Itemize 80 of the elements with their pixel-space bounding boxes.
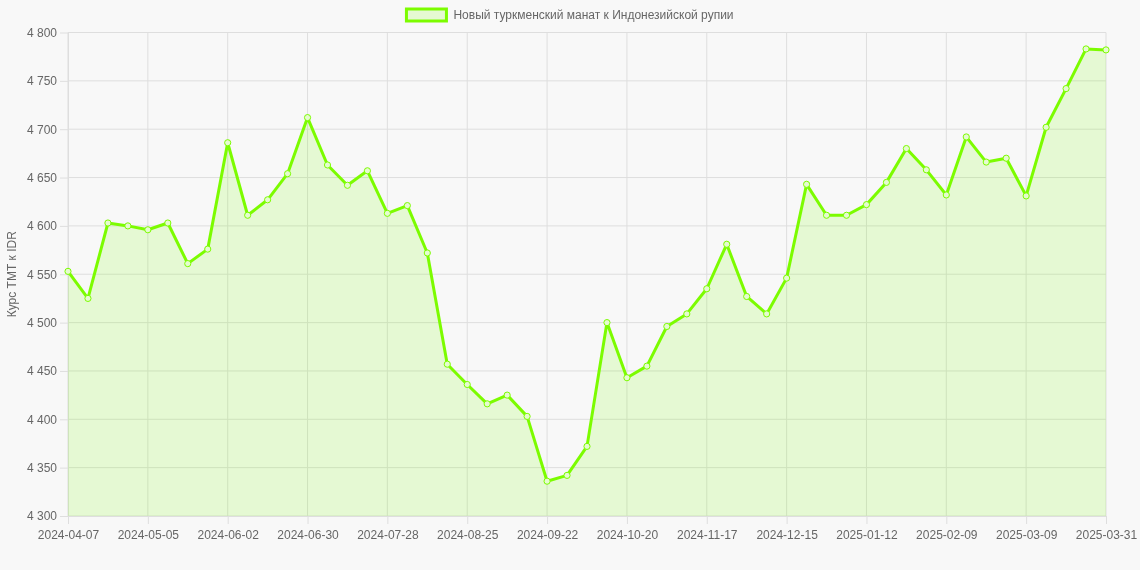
point <box>902 144 910 153</box>
x-tick-label: 2024-07-28 <box>357 527 419 542</box>
point <box>443 360 451 368</box>
point <box>503 391 511 399</box>
point <box>643 362 651 370</box>
point <box>1042 123 1050 131</box>
x-tick-label: 2024-09-22 <box>516 527 579 542</box>
point <box>463 380 471 389</box>
legend-label: Новый туркменский манат к Индонезийской рупии <box>453 8 734 23</box>
point <box>922 166 930 174</box>
point <box>802 180 811 188</box>
point <box>124 222 132 230</box>
point <box>842 211 851 219</box>
point <box>323 161 332 169</box>
point <box>583 442 591 450</box>
point <box>1082 45 1090 53</box>
point <box>164 219 172 227</box>
point <box>264 196 272 204</box>
point <box>1022 192 1030 200</box>
point <box>623 374 631 382</box>
point <box>1002 154 1010 162</box>
point <box>763 310 771 318</box>
x-tick-label: 2025-02-09 <box>916 527 978 542</box>
point <box>184 260 192 268</box>
point <box>683 310 691 318</box>
point <box>483 400 491 408</box>
point <box>144 226 152 234</box>
point <box>862 201 871 209</box>
x-tick-label: 2025-03-09 <box>995 527 1058 542</box>
point <box>523 412 531 420</box>
x-tick-label: 2024-08-25 <box>437 527 499 542</box>
point <box>244 211 252 219</box>
point <box>723 240 731 248</box>
point <box>1062 85 1070 93</box>
point <box>303 114 312 122</box>
y-tick-label: 4 350 <box>26 460 58 475</box>
point <box>982 158 990 166</box>
point <box>942 191 950 199</box>
point <box>1102 46 1110 54</box>
point <box>663 322 671 331</box>
x-tick-label: 2025-03-31 <box>1075 527 1138 542</box>
y-tick-label: 4 550 <box>26 267 58 282</box>
y-tick-label: 4 800 <box>26 25 58 40</box>
x-tick-label: 2024-06-02 <box>197 527 260 542</box>
x-tick-label: 2024-10-20 <box>596 527 659 542</box>
point <box>64 267 72 275</box>
y-tick-label: 4 500 <box>26 315 58 330</box>
y-tick-label: 4 300 <box>26 509 58 524</box>
y-tick-label: 4 400 <box>26 412 58 427</box>
point <box>882 178 891 186</box>
point <box>363 167 372 175</box>
x-tick-label: 2024-06-30 <box>277 527 340 542</box>
y-tick-label: 4 650 <box>26 170 58 185</box>
y-tick-label: 4 700 <box>26 122 58 137</box>
x-tick-label: 2024-11-17 <box>677 527 738 542</box>
x-tick-label: 2025-01-12 <box>836 527 898 542</box>
point <box>84 294 92 303</box>
x-tick-label: 2024-12-15 <box>756 527 819 542</box>
point <box>543 477 551 485</box>
point <box>403 202 411 210</box>
x-tick-label: 2024-04-07 <box>37 527 100 542</box>
point <box>563 471 571 479</box>
point <box>383 209 391 217</box>
point <box>204 245 212 253</box>
point <box>283 170 292 178</box>
point <box>962 133 970 141</box>
point <box>104 219 112 227</box>
point <box>703 285 711 293</box>
point <box>423 249 431 257</box>
x-tick-label: 2024-05-05 <box>117 527 180 542</box>
y-axis-title: Курс ТМТ к IDR <box>5 230 19 318</box>
point <box>743 292 751 301</box>
y-tick-label: 4 750 <box>26 74 58 89</box>
point <box>224 139 232 147</box>
point <box>783 274 791 282</box>
point <box>603 319 611 327</box>
y-tick-label: 4 450 <box>26 364 58 379</box>
point <box>822 211 831 219</box>
point <box>343 181 352 189</box>
y-tick-label: 4 600 <box>26 219 58 234</box>
